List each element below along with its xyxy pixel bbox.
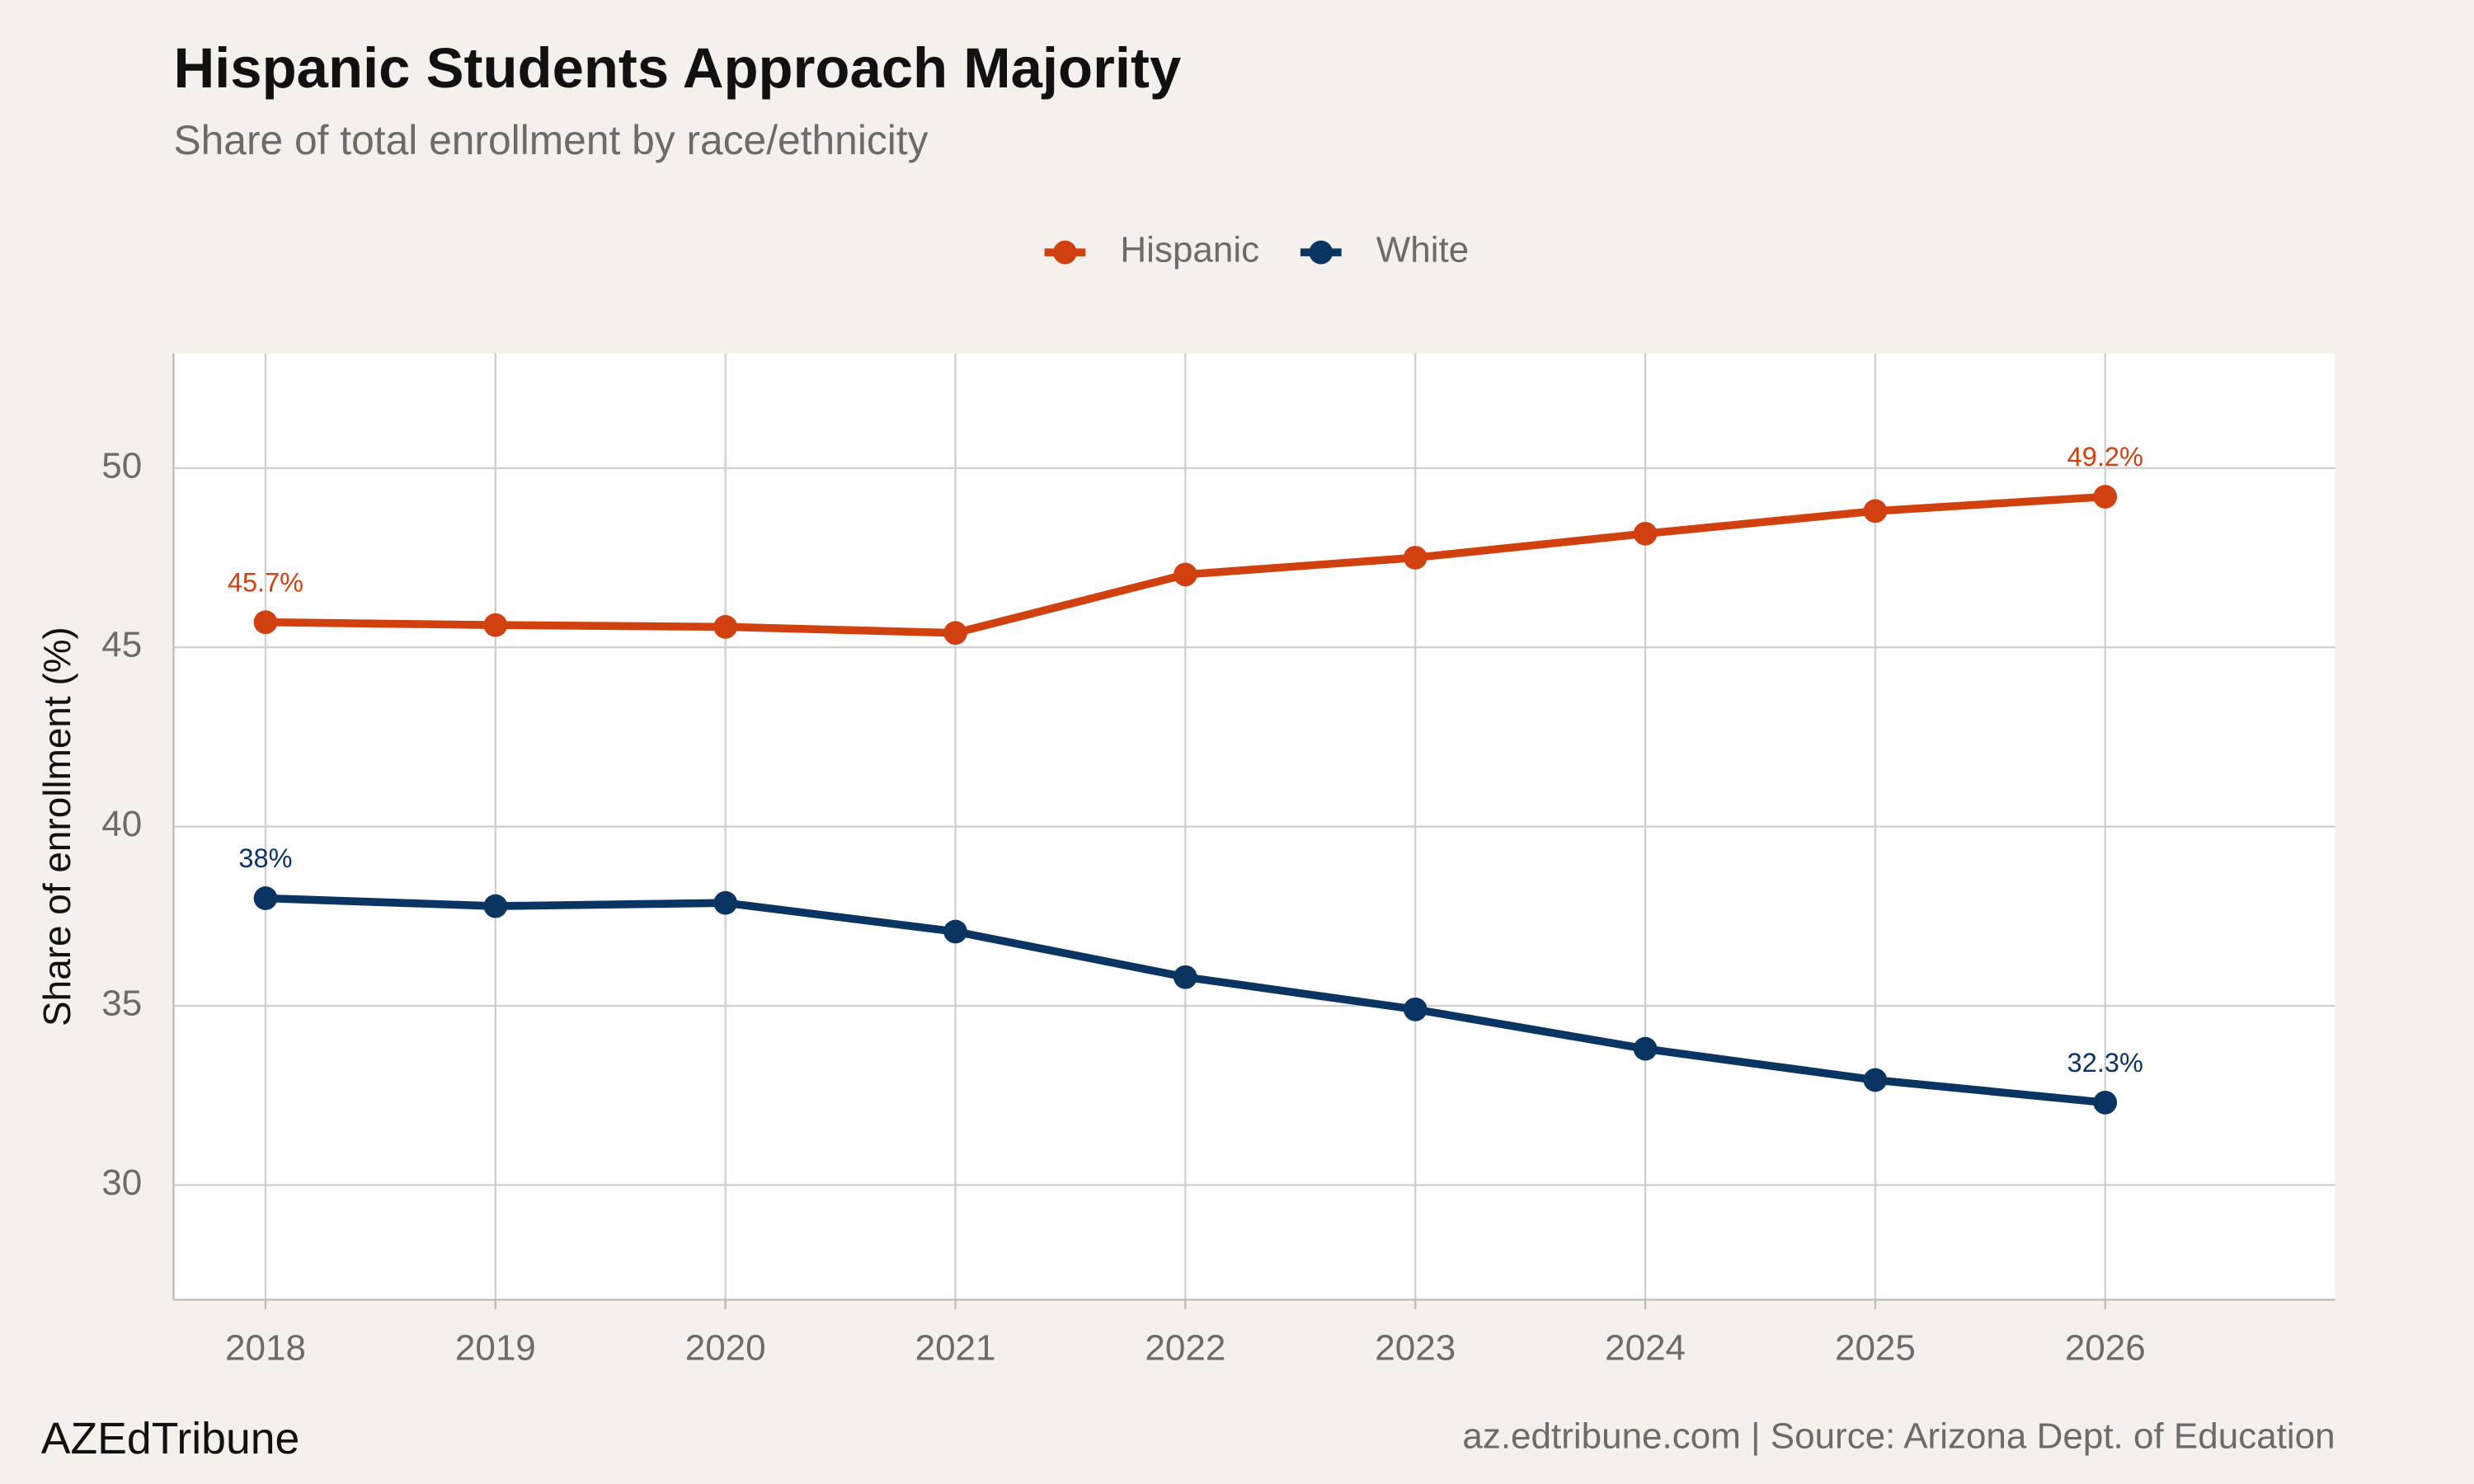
- data-point: [943, 919, 967, 944]
- data-point: [483, 613, 508, 637]
- data-point: [943, 621, 967, 646]
- data-point: [1403, 997, 1427, 1021]
- x-tick-label: 2025: [1835, 1327, 1916, 1368]
- data-point: [483, 894, 508, 918]
- chart-title: Hispanic Students Approach Majority: [173, 36, 1181, 100]
- x-tick-label: 2020: [685, 1327, 766, 1368]
- y-tick-label: 30: [101, 1162, 142, 1203]
- x-tick-label: 2022: [1145, 1327, 1225, 1368]
- marks: 45.7% 49.2% 38% 32.3%: [228, 442, 2143, 1115]
- data-label: 32.3%: [2067, 1048, 2143, 1078]
- x-tick-label: 2018: [225, 1327, 306, 1368]
- data-point: [2093, 485, 2118, 509]
- data-point: [1174, 965, 1197, 989]
- data-point: [1403, 546, 1427, 570]
- data-point: [1174, 562, 1197, 587]
- x-tick-label: 2019: [455, 1327, 536, 1368]
- data-point: [1863, 1068, 1888, 1092]
- legend-swatch-dot: [1053, 240, 1077, 265]
- y-tick-label: 35: [101, 984, 142, 1024]
- chart-subtitle: Share of total enrollment by race/ethnic…: [173, 117, 928, 163]
- x-tick-label: 2024: [1605, 1327, 1686, 1368]
- data-point: [253, 610, 278, 635]
- data-label: 45.7%: [228, 567, 303, 597]
- legend: Hispanic White: [1044, 230, 1469, 270]
- x-tick-label: 2021: [915, 1327, 996, 1368]
- y-tick-label: 40: [101, 804, 142, 844]
- footer-source: az.edtribune.com | Source: Arizona Dept.…: [1462, 1416, 2335, 1457]
- data-point: [1633, 1036, 1658, 1061]
- y-tick-label: 45: [101, 625, 142, 665]
- legend-swatch-dot: [1309, 240, 1333, 265]
- data-point: [2093, 1091, 2118, 1115]
- data-point: [713, 890, 738, 915]
- legend-label: White: [1376, 230, 1469, 270]
- y-tick-label: 50: [101, 445, 142, 486]
- legend-label: Hispanic: [1120, 230, 1259, 270]
- data-point: [713, 614, 738, 639]
- data-point: [253, 886, 278, 910]
- x-tick-label: 2023: [1375, 1327, 1456, 1368]
- data-point: [1863, 499, 1888, 524]
- data-label: 38%: [238, 843, 292, 873]
- x-tick-label: 2026: [2065, 1327, 2146, 1368]
- y-axis-label: Share of enrollment (%): [35, 627, 78, 1026]
- grid: 30 35 40 45 50 2018 2019 2020 2021 2022 2023 2024 20…: [101, 353, 2335, 1368]
- data-label: 49.2%: [2067, 442, 2143, 472]
- footer-brand: AZEdTribune: [41, 1415, 300, 1463]
- data-point: [1633, 521, 1658, 546]
